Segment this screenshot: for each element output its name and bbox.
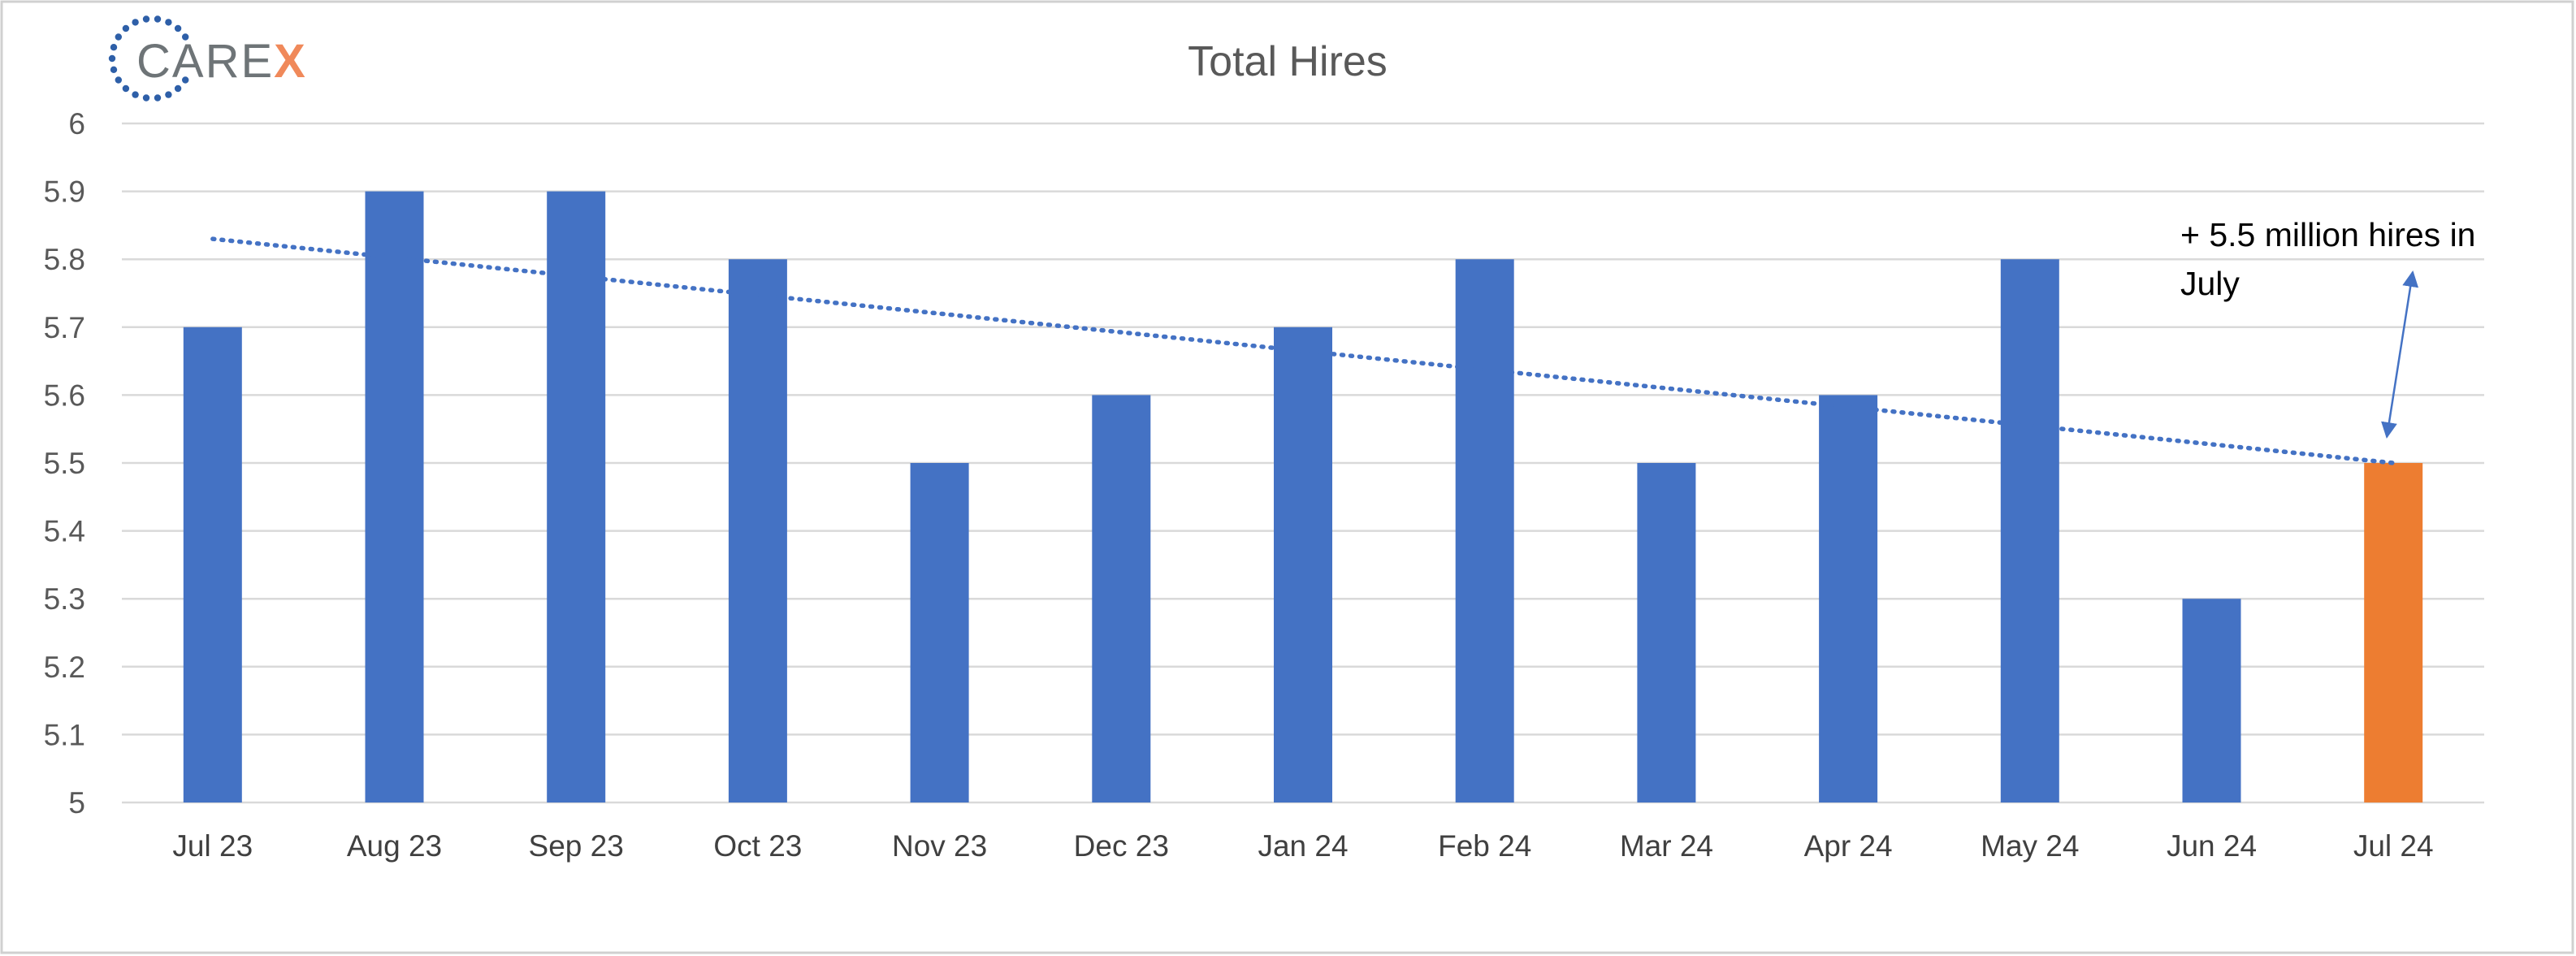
y-tick-label: 6: [68, 107, 85, 141]
y-tick-label: 5.3: [44, 582, 85, 616]
bar: [547, 191, 606, 803]
logo-ring-dot: [110, 66, 118, 74]
y-tick-label: 5.1: [44, 718, 85, 751]
x-axis-ticks: Jul 23 Aug 23 Sep 23 Oct 23 Nov 23 Dec 23 Jan …: [172, 829, 2433, 863]
x-tick-label: Jun 24: [2167, 829, 2257, 863]
logo-ring-dot: [115, 76, 122, 84]
bar: [1274, 327, 1332, 802]
logo-ring-dot: [132, 19, 139, 26]
logo-ring-dot: [122, 24, 130, 32]
x-tick-label: Jul 24: [2353, 829, 2434, 863]
logo-ring-dot: [108, 54, 116, 63]
logo-ring-dot: [132, 91, 139, 98]
y-tick-label: 5.2: [44, 651, 85, 684]
x-tick-label: Apr 24: [1804, 829, 1893, 863]
y-tick-label: 5.7: [44, 311, 85, 344]
bar: [1455, 259, 1514, 802]
trendline-line: [210, 236, 2396, 465]
y-axis-ticks: 5 5.1 5.2 5.3 5.4 5.5 5.6 5.7 5.8 5.9 6: [44, 107, 85, 820]
bar: [1637, 463, 1696, 802]
bar: [2182, 599, 2241, 802]
annotation: + 5.5 million hires in July: [2180, 216, 2475, 439]
logo-ring-dot: [182, 76, 189, 84]
x-tick-label: Sep 23: [529, 829, 624, 863]
annotation-arrow: [2381, 270, 2419, 439]
bars: [183, 191, 2423, 803]
annotation-line-2: July: [2180, 265, 2240, 302]
y-tick-label: 5.6: [44, 379, 85, 412]
x-tick-label: Jul 23: [172, 829, 253, 863]
bar: [910, 463, 969, 802]
trendline: [210, 236, 2396, 465]
logo-dotted-ring-icon: [108, 15, 189, 102]
logo-ring-dot: [154, 94, 162, 102]
annotation-line-1: + 5.5 million hires in: [2180, 216, 2475, 253]
logo-text-main: CARE: [136, 35, 274, 88]
logo-ring-dot: [154, 15, 162, 23]
logo-ring-dot: [110, 44, 118, 51]
bar: [2000, 259, 2059, 802]
x-tick-label: Aug 23: [347, 829, 442, 863]
logo-ring-dot: [142, 94, 150, 102]
x-tick-label: Jan 24: [1258, 829, 1348, 863]
x-tick-label: Nov 23: [892, 829, 987, 863]
x-tick-label: Feb 24: [1438, 829, 1531, 863]
logo-ring-dot: [165, 19, 172, 26]
bar: [1092, 395, 1151, 802]
x-tick-label: Mar 24: [1620, 829, 1713, 863]
y-tick-label: 5.5: [44, 447, 85, 480]
chart-title: Total Hires: [1188, 38, 1388, 85]
logo-ring-dot: [115, 33, 122, 41]
logo-text-accent: X: [274, 35, 307, 88]
logo-ring-dot: [174, 24, 182, 32]
bar: [728, 259, 787, 802]
logo-ring-dot: [174, 84, 182, 93]
company-logo: CAREX: [108, 15, 307, 102]
logo-ring-dot: [182, 33, 189, 41]
y-tick-label: 5.4: [44, 515, 85, 548]
x-tick-label: Oct 23: [713, 829, 802, 863]
y-tick-label: 5.8: [44, 243, 85, 276]
x-tick-label: Dec 23: [1074, 829, 1169, 863]
logo-ring-dot: [165, 91, 172, 98]
logo-ring-dot: [122, 84, 130, 93]
x-tick-label: May 24: [1981, 829, 2079, 863]
bar: [1819, 395, 1878, 802]
y-tick-label: 5: [68, 786, 85, 820]
bar: [365, 191, 424, 803]
bar: [183, 327, 242, 802]
bar: [2364, 463, 2423, 802]
logo-ring-dot: [142, 15, 150, 23]
y-tick-label: 5.9: [44, 175, 85, 209]
logo-text: CAREX: [136, 35, 307, 88]
